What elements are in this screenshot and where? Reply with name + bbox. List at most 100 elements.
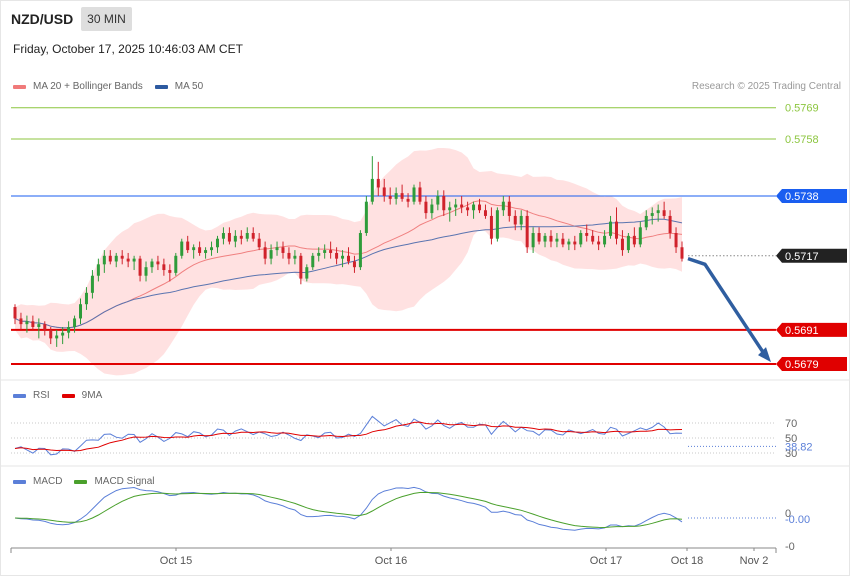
candle-body bbox=[662, 210, 666, 216]
candle-body bbox=[192, 247, 196, 251]
candle bbox=[174, 252, 178, 276]
legend-label: RSI bbox=[33, 390, 50, 401]
candle-body bbox=[626, 235, 630, 251]
macd-line bbox=[14, 486, 683, 531]
candle bbox=[192, 244, 196, 259]
macd-tick: -0 bbox=[785, 541, 795, 553]
candle-body bbox=[257, 238, 261, 248]
rsi-value: 38.82 bbox=[785, 441, 813, 453]
x-tick-label: Oct 17 bbox=[590, 555, 622, 567]
candle bbox=[472, 201, 476, 219]
candle bbox=[210, 241, 214, 256]
candle-body bbox=[418, 187, 422, 202]
candle bbox=[126, 252, 130, 268]
symbol-label: NZD/USD bbox=[11, 11, 74, 27]
legend-swatch bbox=[154, 84, 168, 89]
candle-body bbox=[400, 193, 404, 199]
candle bbox=[454, 198, 458, 216]
legend-label: MA 50 bbox=[174, 81, 204, 92]
candle bbox=[79, 298, 83, 325]
candle bbox=[198, 241, 202, 256]
rsi-tick: 30 bbox=[785, 448, 797, 460]
candle bbox=[537, 227, 541, 245]
candle bbox=[61, 326, 65, 345]
candle-body bbox=[156, 261, 160, 265]
candle-body bbox=[382, 187, 386, 196]
candle-body bbox=[591, 235, 595, 242]
candle-body bbox=[114, 255, 118, 262]
candle-body bbox=[174, 255, 178, 273]
candle-body bbox=[49, 329, 53, 339]
candle-body bbox=[275, 247, 279, 251]
candle bbox=[513, 210, 517, 231]
candle-body bbox=[263, 247, 267, 259]
candle bbox=[25, 315, 29, 333]
candle bbox=[632, 227, 636, 248]
macd-value: -0.00 bbox=[785, 514, 810, 526]
candle bbox=[204, 247, 208, 259]
candle bbox=[591, 230, 595, 245]
candle bbox=[674, 227, 678, 253]
legend-swatch bbox=[13, 393, 26, 398]
candle-body bbox=[650, 213, 654, 216]
candle bbox=[525, 210, 529, 253]
price-tag-label: 0.5769 bbox=[785, 103, 819, 115]
candle bbox=[43, 321, 47, 336]
candle bbox=[609, 215, 613, 239]
candle-body bbox=[543, 235, 547, 242]
candle bbox=[347, 247, 350, 265]
candle-body bbox=[519, 215, 523, 225]
candle bbox=[626, 233, 630, 253]
candles bbox=[13, 156, 684, 347]
candle bbox=[668, 210, 672, 239]
candle bbox=[168, 264, 172, 282]
candle bbox=[37, 318, 41, 339]
candle bbox=[567, 238, 571, 251]
candle-body bbox=[483, 210, 487, 216]
legend-label: MA 20 + Bollinger Bands bbox=[33, 81, 143, 92]
candle bbox=[215, 235, 219, 253]
legend-label: 9MA bbox=[81, 390, 103, 401]
candle bbox=[358, 230, 362, 271]
candle bbox=[293, 250, 297, 265]
candle bbox=[233, 230, 237, 248]
candle bbox=[519, 210, 523, 231]
candle-body bbox=[358, 233, 362, 268]
main-legend: MA 20 + Bollinger Bands MA 50 bbox=[13, 81, 215, 92]
candle bbox=[466, 201, 470, 216]
candle-body bbox=[489, 215, 493, 239]
price-tag-bg bbox=[776, 357, 847, 371]
legend-item-9ma: 9MA bbox=[61, 390, 103, 401]
candle-body bbox=[180, 241, 184, 256]
candle-body bbox=[632, 235, 636, 245]
price-tag-bg bbox=[776, 322, 847, 337]
candle bbox=[120, 250, 124, 265]
macd-legend: MACD MACD Signal bbox=[13, 476, 166, 487]
timeframe-button[interactable]: 30 MIN bbox=[81, 7, 132, 31]
candle-body bbox=[61, 332, 65, 336]
candle bbox=[424, 196, 428, 219]
candle-body bbox=[19, 318, 23, 325]
candle bbox=[138, 255, 142, 282]
candle-body bbox=[43, 324, 47, 330]
candle-body bbox=[25, 321, 29, 325]
price-tag-label: 0.5679 bbox=[785, 359, 819, 371]
candle-body bbox=[31, 321, 35, 327]
candle bbox=[281, 241, 285, 259]
candle-body bbox=[620, 238, 624, 251]
candle-body bbox=[430, 204, 434, 214]
candle-body bbox=[210, 247, 214, 251]
candle bbox=[376, 161, 380, 196]
candle bbox=[656, 204, 660, 222]
candle bbox=[341, 250, 345, 268]
candle bbox=[561, 233, 565, 248]
rsi-tick: 70 bbox=[785, 418, 797, 430]
price-tag-label: 0.5758 bbox=[785, 134, 819, 146]
candle-body bbox=[412, 187, 416, 202]
candle bbox=[287, 247, 291, 265]
candle-body bbox=[55, 335, 59, 339]
candle-body bbox=[388, 196, 392, 199]
candle-body bbox=[269, 250, 273, 259]
